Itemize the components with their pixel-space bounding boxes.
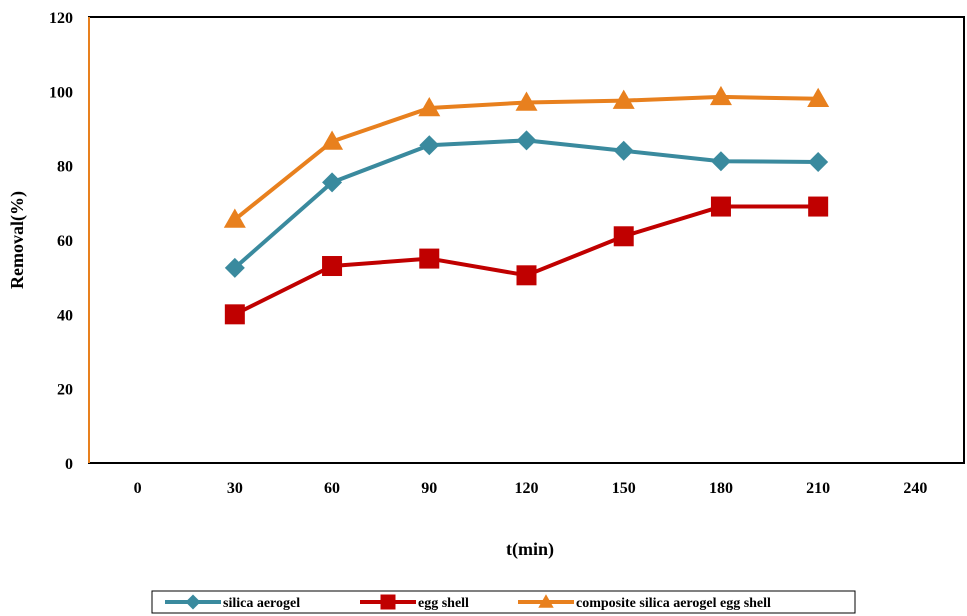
series-2 (223, 85, 830, 228)
legend: silica aerogel egg shell composite silica … (151, 590, 856, 614)
legend-box (151, 590, 856, 614)
y-tick-label: 0 (65, 456, 73, 473)
series-0 (224, 130, 829, 278)
legend-marker (538, 594, 554, 608)
legend-label: egg shell (418, 596, 469, 611)
legend-label: silica aerogel (223, 596, 300, 611)
x-tick-label: 180 (709, 480, 733, 497)
data-point (224, 304, 245, 325)
data-point (223, 208, 246, 228)
data-point (808, 151, 829, 172)
data-point (612, 89, 635, 109)
data-point (321, 130, 344, 150)
x-tick-label: 0 (134, 480, 142, 497)
y-tick-label: 120 (49, 10, 73, 27)
data-point (515, 91, 538, 111)
y-tick-label: 100 (49, 84, 73, 101)
x-tick-label: 90 (421, 480, 437, 497)
legend-entry: egg shell (360, 594, 469, 611)
x-tick-label: 60 (324, 480, 340, 497)
legend-entry: composite silica aerogel egg shell (518, 594, 771, 611)
y-tick-label: 40 (57, 307, 73, 324)
x-tick-label: 240 (903, 480, 927, 497)
legend-marker (185, 594, 201, 610)
data-point (613, 140, 634, 161)
data-point (710, 196, 731, 217)
data-point (516, 265, 537, 286)
data-point (516, 130, 537, 151)
x-tick-label: 150 (612, 480, 636, 497)
legend-label: composite silica aerogel egg shell (576, 596, 771, 611)
y-axis-title: Removal(%) (7, 191, 28, 289)
data-point (807, 87, 830, 108)
x-tick-label: 210 (806, 480, 830, 497)
data-point (710, 151, 731, 172)
y-tick-labels: 0 20 40 60 80 100 120 (49, 10, 73, 473)
data-point (224, 257, 245, 278)
data-point (419, 135, 440, 156)
data-point (418, 97, 441, 117)
y-tick-label: 20 (57, 382, 73, 399)
series-layer (223, 85, 830, 325)
legend-entry: silica aerogel (165, 594, 300, 611)
y-tick-label: 60 (57, 233, 73, 250)
data-point (613, 226, 634, 247)
x-tick-label: 120 (515, 480, 539, 497)
x-axis-title: t(min) (506, 539, 554, 560)
data-point (322, 172, 343, 193)
data-point (709, 85, 732, 106)
data-point (808, 196, 829, 217)
data-point (322, 256, 343, 277)
x-tick-labels: 0 30 60 90 120 150 180 210 240 (134, 480, 928, 497)
series-1 (224, 196, 829, 325)
legend-marker (380, 594, 396, 610)
y-tick-label: 80 (57, 159, 73, 176)
data-point (419, 248, 440, 269)
x-tick-label: 30 (227, 480, 243, 497)
plot-area (88, 16, 965, 464)
